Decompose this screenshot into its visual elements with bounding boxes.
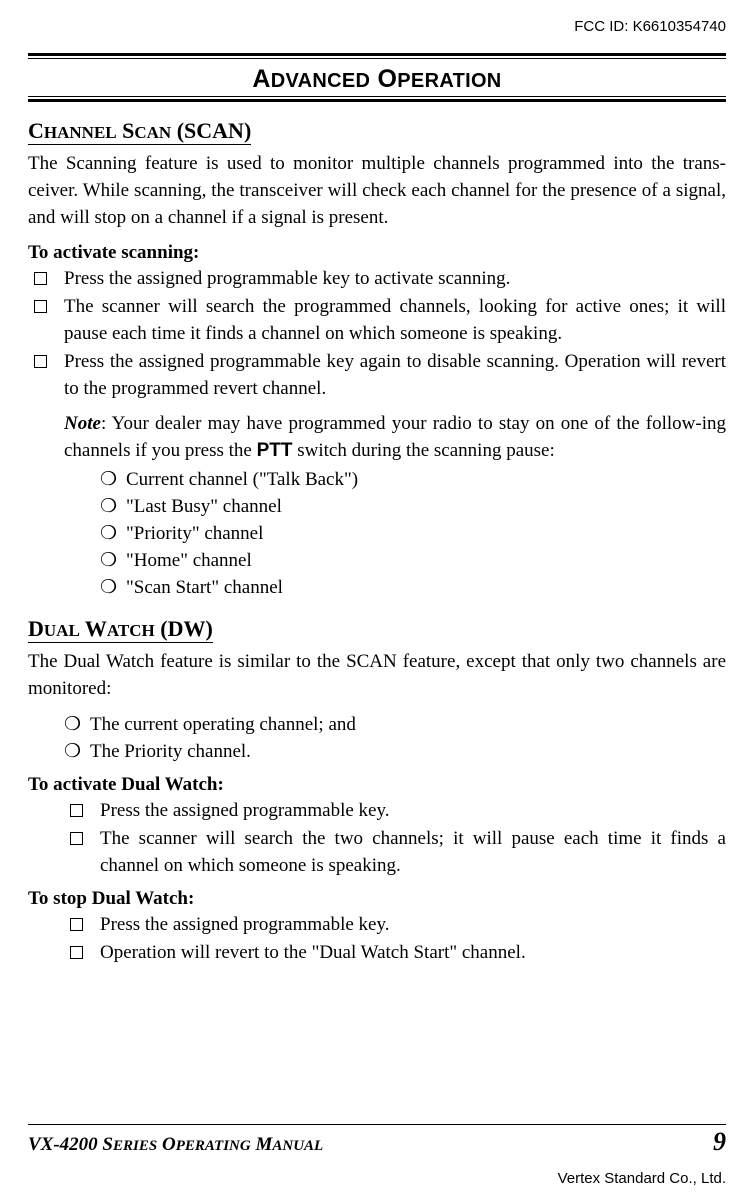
sub-text: "Priority" channel [126,523,263,544]
h-paren: (SCAN) [171,118,251,143]
checkbox-icon [70,946,83,959]
dw-stop-checklist: Press the assigned programmable key. Ope… [28,912,726,967]
manual-title: VX-4200 SERIES OPERATING MANUAL [28,1134,323,1156]
scan-checklist: Press the assigned programmable key to a… [28,266,726,403]
checkbox-icon [70,832,83,845]
circle-bullet-icon: ❍ [100,575,117,602]
activate-dw-title: To activate Dual Watch: [28,774,726,796]
check-text: Operation will revert to the "Dual Watch… [100,942,526,963]
ft-p: M [251,1134,273,1155]
stop-dw-title: To stop Dual Watch: [28,888,726,910]
sublist-item: ❍ The current operating channel; and [64,712,726,739]
h-sc: UAL [44,621,80,640]
h-cap: D [28,616,44,641]
sublist-item: ❍ "Scan Start" channel [100,575,726,602]
dw-intro: The Dual Watch feature is similar to the… [28,649,726,703]
checklist-item: The scanner will search the programmed c… [28,294,726,348]
circle-bullet-icon: ❍ [100,467,117,494]
sub-text: "Home" channel [126,550,252,571]
dw-activate-checklist: Press the assigned programmable key. The… [28,798,726,880]
fcc-id: FCC ID: K6610354740 [28,18,726,35]
scan-intro: The Scanning feature is used to monitor … [28,151,726,232]
checklist-item: Press the assigned programmable key. [64,798,726,825]
checkbox-icon [34,300,47,313]
rule-top [28,53,726,59]
page-title: ADVANCED OPERATION [28,65,726,94]
title-word2-cap: O [378,65,398,93]
check-text: Press the assigned programmable key. [100,914,390,935]
checklist-item: Press the assigned programmable key. [64,912,726,939]
checklist-item: Press the assigned programmable key to a… [28,266,726,293]
ft-sc: PERATING [176,1138,251,1154]
check-text: Press the assigned programmable key. [100,800,390,821]
scan-note-sublist: ❍ Current channel ("Talk Back") ❍ "Last Bu… [100,467,726,602]
sublist-item: ❍ The Priority channel. [64,739,726,766]
checklist-item: Operation will revert to the "Dual Watch… [64,940,726,967]
check-text: Press the assigned programmable key to a… [64,268,510,289]
sublist-item: ❍ "Priority" channel [100,521,726,548]
checkbox-icon [34,355,47,368]
sublist-item: ❍ "Home" channel [100,548,726,575]
dw-monitored-list: ❍ The current operating channel; and ❍ The… [64,712,726,766]
h-sc2: CAN [134,123,171,142]
sub-text: The current operating channel; and [90,714,356,735]
checklist-item: The scanner will search the two channels… [64,826,726,880]
activate-scan-title: To activate scanning: [28,242,726,264]
ft-sc: ERIES [113,1138,157,1154]
sub-text: "Last Busy" channel [126,496,282,517]
page-number: 9 [713,1127,726,1157]
title-word1-rest: DVANCED [271,70,371,92]
section-heading-scan: CHANNEL SCAN (SCAN) [28,118,251,145]
circle-bullet-icon: ❍ [64,739,81,766]
section-heading-dw: DUAL WATCH (DW) [28,616,213,643]
checklist-item: Press the assigned programmable key agai… [28,349,726,403]
h-sc2: ATCH [107,621,155,640]
circle-bullet-icon: ❍ [100,548,117,575]
check-text: Press the assigned programmable key agai… [64,351,726,399]
sub-text: "Scan Start" channel [126,577,283,598]
footer-rule [28,1124,726,1125]
ft-p: VX-4200 S [28,1134,113,1155]
checkbox-icon [70,804,83,817]
h-cap: C [28,118,44,143]
note-text-post: switch during the scanning pause: [292,440,554,461]
footer-row: VX-4200 SERIES OPERATING MANUAL 9 [28,1127,726,1157]
scan-note: Note: Your dealer may have programmed yo… [64,411,726,465]
sublist-item: ❍ Current channel ("Talk Back") [100,467,726,494]
ft-p: O [157,1134,175,1155]
circle-bullet-icon: ❍ [64,712,81,739]
ptt-label: PTT [257,440,293,461]
check-text: The scanner will search the two channels… [100,828,726,876]
circle-bullet-icon: ❍ [100,521,117,548]
note-label: Note [64,413,101,434]
circle-bullet-icon: ❍ [100,494,117,521]
h-sc: HANNEL [44,123,117,142]
h-paren: (DW) [155,616,213,641]
company-name: Vertex Standard Co., Ltd. [558,1170,726,1187]
title-word2-rest: PERATION [397,70,501,92]
check-text: The scanner will search the programmed c… [64,296,726,344]
rule-bottom [28,96,726,102]
title-word1-cap: A [252,65,270,93]
checkbox-icon [70,918,83,931]
sub-text: Current channel ("Talk Back") [126,469,358,490]
ft-sc: ANUAL [272,1138,323,1154]
h-cap2: S [117,118,135,143]
sub-text: The Priority channel. [90,741,251,762]
h-cap2: W [80,616,107,641]
sublist-item: ❍ "Last Busy" channel [100,494,726,521]
checkbox-icon [34,272,47,285]
